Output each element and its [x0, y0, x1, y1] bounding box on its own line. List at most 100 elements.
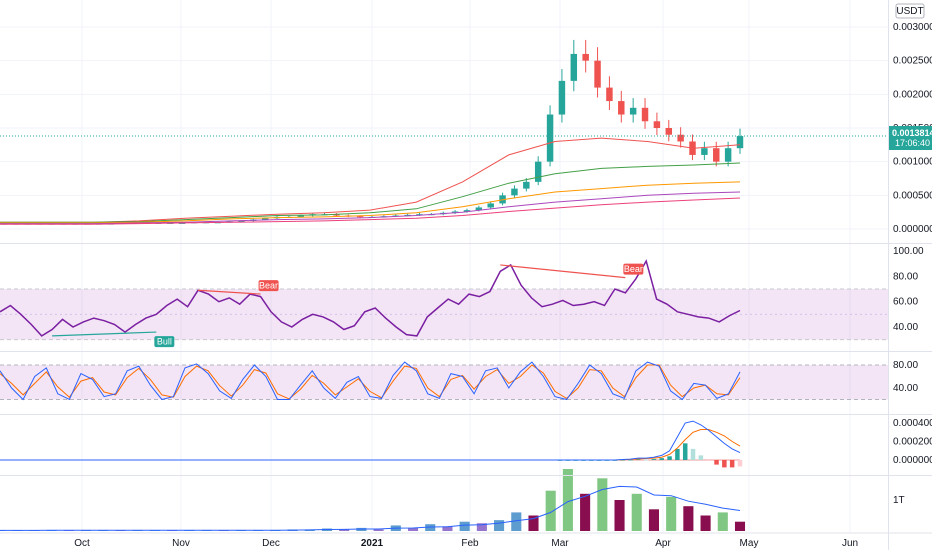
macd-histogram-bar — [667, 456, 672, 460]
divergence-label: Bear — [259, 281, 278, 291]
candle-body[interactable] — [475, 207, 483, 211]
volume-pane[interactable] — [0, 469, 746, 531]
price-scale[interactable]: 0.00300000.00250000.00200000.00150000.00… — [893, 22, 932, 506]
candle-body[interactable] — [534, 161, 542, 182]
macd-histogram-bar — [675, 448, 680, 460]
candle-body[interactable] — [618, 101, 625, 115]
volume-bar — [734, 521, 746, 531]
candle-body[interactable] — [297, 215, 305, 217]
candle-body[interactable] — [356, 216, 364, 218]
volume-bar — [545, 490, 556, 531]
candle-body[interactable] — [238, 220, 245, 222]
price-tick: 0.0000000 — [893, 224, 932, 235]
candle-body[interactable] — [463, 210, 471, 212]
last-price-label: 0.0013814 17:06:40 — [889, 126, 932, 150]
candle-body[interactable] — [570, 53, 578, 81]
volume-bar — [339, 529, 350, 531]
volume-bar — [511, 512, 522, 531]
time-label: Jun — [842, 538, 858, 549]
moving-average-line — [0, 181, 741, 224]
moving-average-line — [0, 162, 741, 223]
candle-body[interactable] — [606, 87, 613, 102]
bar-countdown: 17:06:40 — [895, 138, 930, 148]
divergence-line — [197, 289, 261, 295]
volume-bar — [528, 515, 539, 531]
candle-body[interactable] — [677, 134, 684, 142]
volume-bar — [425, 524, 436, 531]
candle-body[interactable] — [404, 214, 411, 216]
candle-body[interactable] — [416, 214, 423, 216]
divergence-tag — [623, 263, 644, 275]
volume-bar — [666, 496, 677, 531]
candle-body[interactable] — [523, 181, 530, 189]
stoch-band — [0, 365, 888, 400]
volume-bar — [580, 493, 591, 531]
moving-average-line — [0, 137, 741, 223]
candle-body[interactable] — [451, 211, 459, 213]
volume-bar — [717, 512, 728, 531]
rsi-tick: 60.00 — [893, 297, 918, 308]
rsi-line — [0, 259, 741, 337]
candle-body[interactable] — [333, 214, 340, 216]
candle-body[interactable] — [736, 136, 744, 149]
macd-histogram-bar — [620, 459, 625, 461]
rsi-pane[interactable]: Bull Bear Bear — [0, 259, 888, 348]
candle-body[interactable] — [558, 80, 566, 115]
volume-bar — [442, 526, 453, 531]
divergence-line — [500, 264, 626, 279]
time-label: Feb — [461, 538, 479, 549]
divergence-label: Bull — [157, 337, 172, 347]
macd-histogram-bar — [714, 460, 719, 465]
macd-histogram-bar — [643, 459, 649, 461]
volume-bar — [683, 506, 694, 531]
candle-body[interactable] — [641, 107, 649, 122]
candle-body[interactable] — [546, 114, 554, 162]
rsi-tick: 40.00 — [893, 322, 918, 333]
stoch-k-line — [0, 361, 741, 401]
rsi-tick: 80.00 — [893, 271, 918, 282]
stochastic-pane[interactable] — [0, 361, 888, 401]
price-pane[interactable] — [0, 39, 888, 225]
rsi-tick: 100.00 — [893, 246, 924, 257]
macd-histogram-bar — [690, 448, 696, 460]
candle-body[interactable] — [511, 188, 518, 196]
candle-body[interactable] — [701, 148, 708, 155]
volume-bar — [700, 515, 711, 531]
currency-label: USDT — [896, 6, 923, 17]
candle-body[interactable] — [582, 53, 589, 61]
macd-histogram-bar — [682, 443, 688, 460]
macd-histogram-bar — [737, 460, 743, 467]
grid-lines — [0, 0, 888, 532]
macd-histogram-bar — [722, 460, 727, 468]
candle-body[interactable] — [724, 148, 732, 162]
moving-average-line — [0, 191, 741, 225]
time-scale[interactable]: Oct Nov Dec 2021 Feb Mar Apr May Jun — [0, 532, 932, 549]
macd-histogram-bar — [651, 459, 657, 460]
macd-histogram-bar — [706, 460, 711, 461]
candle-body[interactable] — [261, 218, 269, 220]
rsi-band — [0, 289, 888, 340]
macd-line — [0, 420, 741, 461]
volume-bar — [562, 469, 573, 531]
volume-bar — [459, 521, 470, 531]
last-price-value: 0.0013814 — [892, 128, 932, 138]
candle-body[interactable] — [665, 128, 673, 135]
candle-body[interactable] — [629, 107, 637, 115]
time-label: Apr — [655, 538, 671, 549]
volume-bar — [373, 529, 384, 531]
candle-body[interactable] — [487, 203, 494, 208]
macd-pane[interactable] — [0, 420, 743, 468]
stoch-tick: 80.00 — [893, 360, 918, 371]
divergence-line — [52, 331, 157, 337]
macd-histogram-bar — [636, 459, 641, 461]
candle-body[interactable] — [653, 121, 661, 128]
candle-body[interactable] — [594, 60, 601, 88]
currency-badge[interactable]: USDT — [895, 3, 925, 19]
candle-body[interactable] — [713, 148, 720, 162]
stoch-tick: 40.00 — [893, 383, 918, 394]
